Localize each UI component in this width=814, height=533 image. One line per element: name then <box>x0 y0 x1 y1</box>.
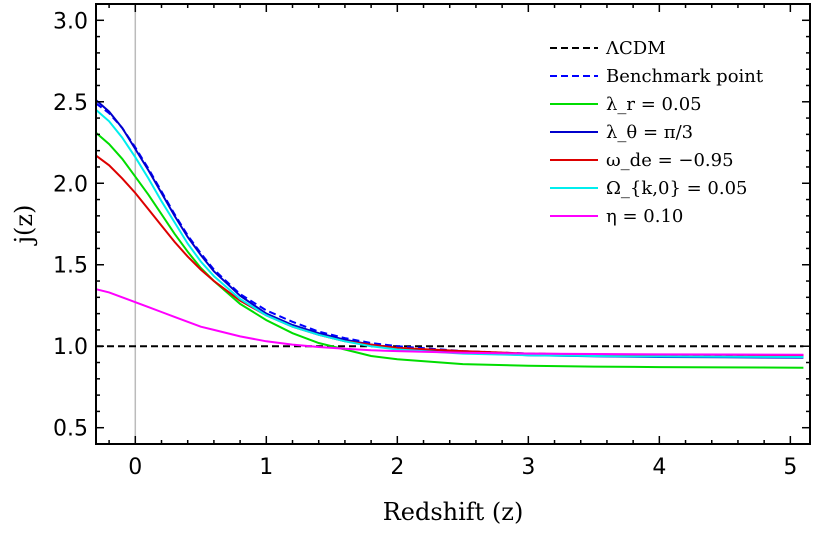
y-tick-label: 3.0 <box>53 9 88 34</box>
series-line-5 <box>95 109 804 358</box>
x-tick-label: 1 <box>259 455 273 480</box>
legend-label-0: ΛCDM <box>605 38 666 59</box>
x-axis-label: Redshift (z) <box>383 498 524 526</box>
plot-frame <box>95 3 811 445</box>
y-tick-label: 0.5 <box>53 417 88 442</box>
y-tick-label: 2.0 <box>53 172 88 197</box>
y-tick-label: 2.5 <box>53 91 88 116</box>
x-tick-label: 5 <box>783 455 797 480</box>
legend: ΛCDM Benchmark point λ_r = 0.05 λ_θ = π/3 ω_… <box>550 38 764 227</box>
x-tick-label: 4 <box>652 455 666 480</box>
legend-label-5: Ω_{k,0} = 0.05 <box>606 178 748 199</box>
y-tick-label: 1.0 <box>53 335 88 360</box>
y-tick-label: 1.5 <box>53 254 88 279</box>
x-tick-label: 3 <box>521 455 535 480</box>
series-layer <box>95 99 804 369</box>
legend-label-1: Benchmark point <box>606 66 764 87</box>
x-axis-ticks: 0 1 2 3 4 5 <box>108 4 797 480</box>
series-line-3 <box>95 99 804 359</box>
legend-label-6: η = 0.10 <box>606 206 683 227</box>
x-tick-label: 2 <box>390 455 404 480</box>
plot-border <box>95 3 811 445</box>
series-line-6 <box>95 288 804 356</box>
x-tick-label: 0 <box>128 455 142 480</box>
legend-label-2: λ_r = 0.05 <box>606 94 702 115</box>
series-line-1 <box>95 102 804 357</box>
legend-label-4: ω_de = −0.95 <box>606 150 734 171</box>
y-axis-ticks: 0.5 1.0 1.5 2.0 2.5 3.0 <box>53 9 810 442</box>
series-line-2 <box>95 131 804 369</box>
legend-label-3: λ_θ = π/3 <box>606 122 693 143</box>
y-axis-label: j(z) <box>10 205 38 247</box>
